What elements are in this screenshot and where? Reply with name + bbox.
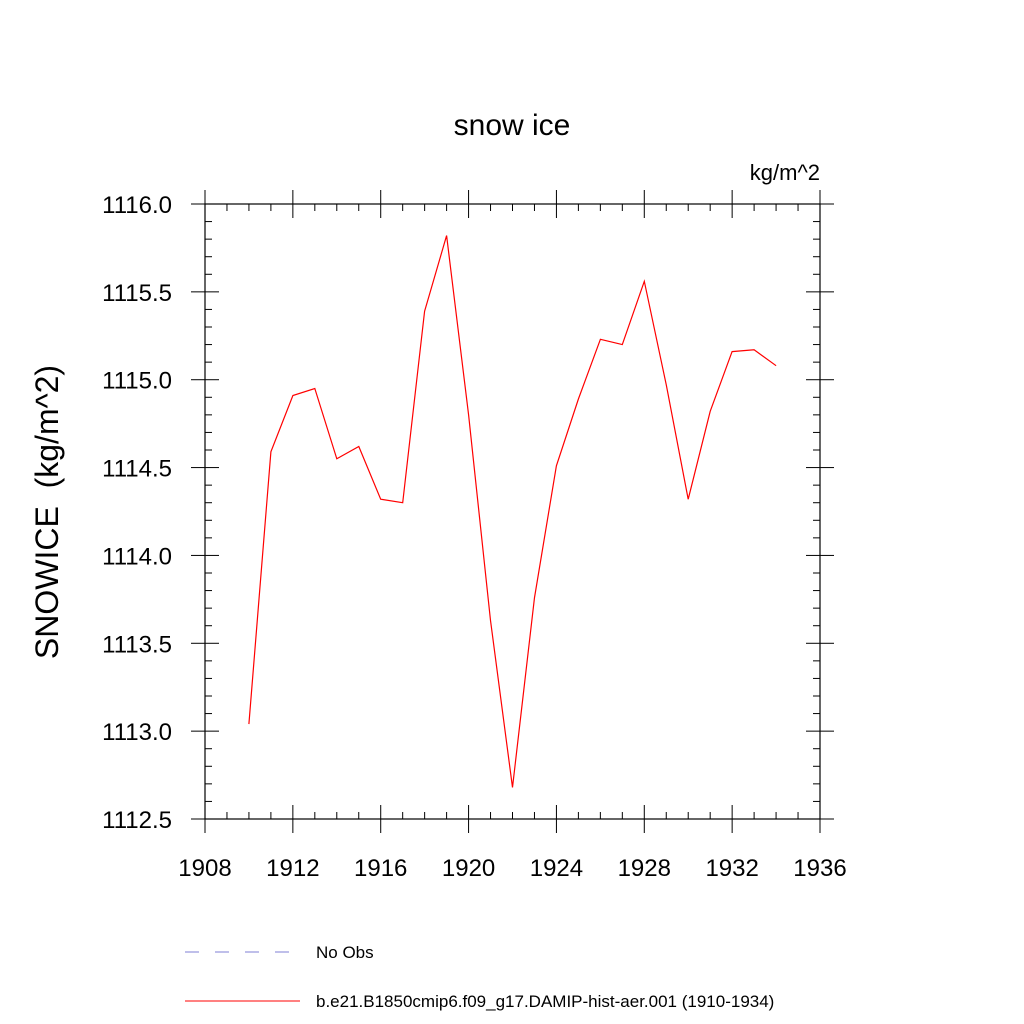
- y-tick-label: 1115.0: [102, 368, 172, 395]
- legend-label: b.e21.B1850cmip6.f09_g17.DAMIP-hist-aer.…: [316, 992, 774, 1011]
- x-tick-label: 1932: [705, 855, 758, 882]
- x-tick-label: 1936: [793, 855, 846, 882]
- y-tick-label: 1116.0: [102, 192, 172, 219]
- chart-title: snow ice: [454, 109, 571, 142]
- y-tick-label: 1114.5: [102, 456, 172, 483]
- axis-tick-labels: 1908 1912 1916 1920 1924 1928 1932 1936 1112.5 11…: [102, 192, 847, 882]
- y-tick-label: 1113.5: [102, 631, 172, 658]
- legend: No Obs b.e21.B1850cmip6.f09_g17.DAMIP-his…: [185, 943, 774, 1011]
- y-tick-label: 1115.5: [102, 280, 172, 307]
- y-axis-label: SNOWICE (kg/m^2): [29, 365, 65, 659]
- x-tick-label: 1912: [266, 855, 319, 882]
- units-label: kg/m^2: [750, 160, 820, 185]
- data-series: [248, 235, 777, 788]
- x-tick-label: 1924: [530, 855, 583, 882]
- y-tick-label: 1112.5: [102, 807, 172, 834]
- x-tick-label: 1920: [442, 855, 495, 882]
- plot-border: [204, 203, 821, 820]
- x-tick-label: 1928: [618, 855, 671, 882]
- axis-ticks: [191, 190, 834, 833]
- x-tick-label: 1908: [178, 855, 231, 882]
- legend-label: No Obs: [316, 943, 374, 962]
- series-line: [248, 235, 777, 788]
- y-tick-label: 1114.0: [102, 543, 172, 570]
- y-tick-label: 1113.0: [102, 719, 172, 746]
- plot-frame: [204, 203, 821, 820]
- x-tick-label: 1916: [354, 855, 407, 882]
